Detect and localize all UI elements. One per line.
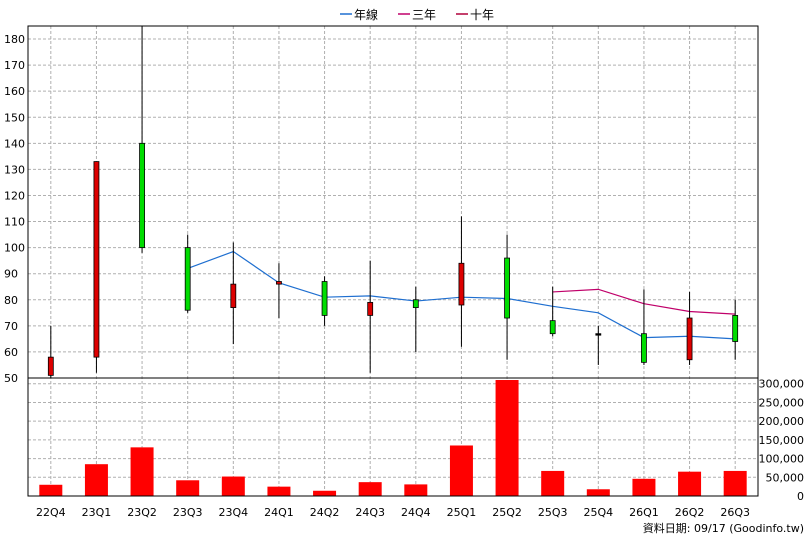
x-tick-label: 25Q2 xyxy=(492,506,522,519)
price-tick-label: 140 xyxy=(4,137,25,150)
volume-bar xyxy=(632,478,656,496)
price-tick-label: 70 xyxy=(4,320,18,333)
volume-bar xyxy=(39,484,63,496)
candle-body xyxy=(412,299,419,308)
price-tick-label: 100 xyxy=(4,242,25,255)
data-date-footer: 資料日期: 09/17 (Goodinfo.tw) xyxy=(643,521,804,535)
candle-body xyxy=(47,356,54,376)
legend-label: 三年 xyxy=(412,8,436,22)
legend-label: 十年 xyxy=(470,8,494,22)
price-tick-label: 60 xyxy=(4,346,18,359)
volume-bar xyxy=(678,471,702,496)
volume-tick-label: 150,000 xyxy=(759,434,805,447)
candle-body xyxy=(504,257,510,319)
plot-border xyxy=(27,25,759,497)
price-candles xyxy=(47,26,739,378)
tick-labels: 50 60 70 80 90 100 110 120 130 140 150 160 170 180 0 50… xyxy=(4,33,804,519)
price-tick-label: 180 xyxy=(4,33,25,46)
price-tick-label: 110 xyxy=(4,216,25,229)
price-tick-label: 160 xyxy=(4,85,25,98)
x-tick-label: 23Q4 xyxy=(218,506,248,519)
volume-bar xyxy=(358,482,382,496)
volume-bars xyxy=(39,380,747,496)
volume-bar xyxy=(176,480,200,496)
volume-tick-label: 0 xyxy=(797,490,804,503)
volume-bar xyxy=(723,470,747,496)
volume-bar xyxy=(541,470,565,496)
price-tick-label: 90 xyxy=(4,268,18,281)
volume-tick-label: 50,000 xyxy=(766,471,805,484)
plot-frame xyxy=(27,25,759,497)
volume-bar xyxy=(404,484,428,496)
candle-body xyxy=(321,281,328,316)
volume-tick-label: 250,000 xyxy=(759,396,805,409)
x-tick-label: 24Q1 xyxy=(264,506,294,519)
volume-bar xyxy=(84,464,108,496)
price-tick-label: 170 xyxy=(4,59,25,72)
candle-body xyxy=(549,320,556,335)
x-tick-label: 26Q1 xyxy=(629,506,659,519)
x-tick-label: 23Q3 xyxy=(173,506,203,519)
volume-bar xyxy=(495,380,519,496)
x-tick-label: 23Q1 xyxy=(82,506,112,519)
legend-label: 年線 xyxy=(354,7,378,22)
volume-bar xyxy=(586,489,610,496)
x-tick-label: 25Q4 xyxy=(583,506,613,519)
volume-tick-label: 200,000 xyxy=(759,415,805,428)
candle-body xyxy=(93,161,100,358)
volume-bar xyxy=(449,445,473,496)
candle-body xyxy=(184,247,191,311)
x-tick-label: 24Q2 xyxy=(310,506,340,519)
x-tick-label: 26Q2 xyxy=(675,506,705,519)
volume-tick-label: 300,000 xyxy=(759,378,805,391)
volume-bar xyxy=(313,490,337,496)
price-tick-label: 150 xyxy=(4,111,25,124)
legend: 年線 三年 十年 xyxy=(340,7,494,22)
x-tick-label: 22Q4 xyxy=(36,506,66,519)
candle-body xyxy=(230,283,237,308)
candle-body xyxy=(595,333,602,336)
x-tick-label: 24Q4 xyxy=(401,506,431,519)
x-tick-label: 25Q1 xyxy=(447,506,477,519)
candle-body xyxy=(732,315,739,342)
candle-body xyxy=(276,281,282,285)
candle-body xyxy=(139,142,145,249)
volume-bar xyxy=(221,476,245,496)
volume-tick-label: 100,000 xyxy=(759,453,805,466)
candle-body xyxy=(686,317,693,361)
x-tick-label: 26Q3 xyxy=(720,506,750,519)
volume-bar xyxy=(267,486,291,496)
candle-body xyxy=(367,301,374,316)
price-tick-label: 80 xyxy=(4,294,18,307)
x-tick-label: 23Q2 xyxy=(127,506,157,519)
price-tick-label: 120 xyxy=(4,189,25,202)
candle-body xyxy=(458,262,465,306)
price-tick-label: 50 xyxy=(4,372,18,385)
volume-bar xyxy=(130,447,154,496)
grid-lines xyxy=(28,26,758,496)
price-tick-label: 130 xyxy=(4,163,25,176)
x-tick-label: 24Q3 xyxy=(355,506,385,519)
x-tick-label: 25Q3 xyxy=(538,506,568,519)
candle-body xyxy=(641,333,647,363)
